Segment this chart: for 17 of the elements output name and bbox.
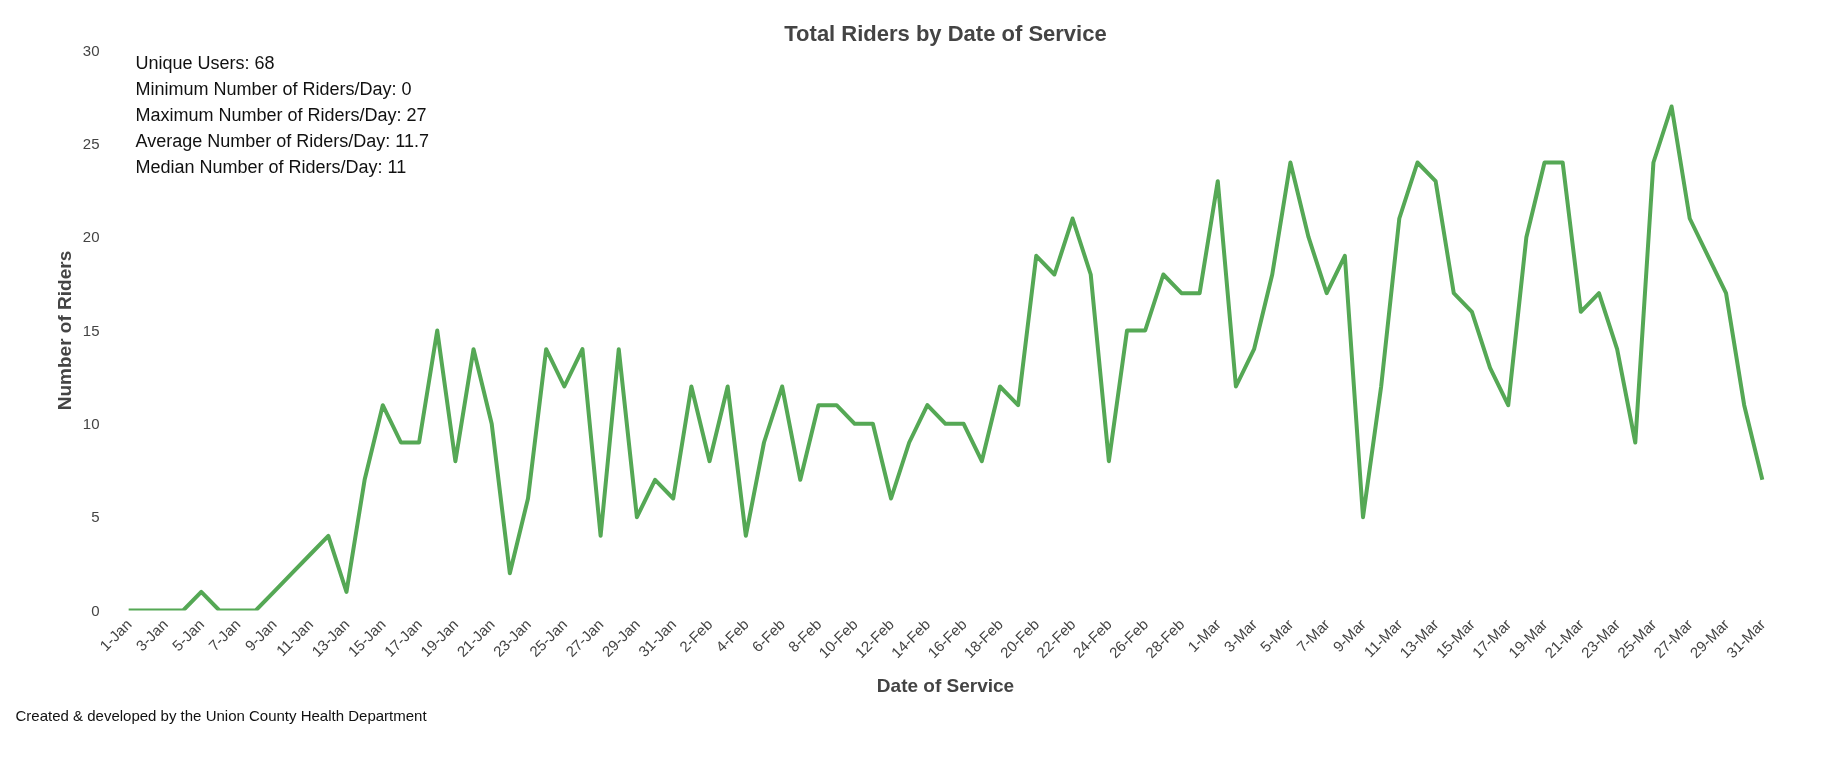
- x-axis-title: Date of Service: [876, 675, 1015, 697]
- y-tick-label: 30: [82, 41, 100, 59]
- y-tick-label: 0: [91, 601, 100, 619]
- annotation: Minimum Number of Riders/Day: 0: [135, 78, 412, 99]
- y-tick-label: 25: [82, 134, 100, 152]
- line-series: [126, 104, 1765, 611]
- y-tick-label: 5: [91, 508, 100, 526]
- annotation: Maximum Number of Riders/Day: 27: [135, 104, 427, 125]
- y-tick-label: 10: [82, 414, 100, 432]
- y-tick-label: 15: [82, 321, 100, 339]
- annotation: Unique Users: 68: [135, 52, 275, 73]
- chart-title: Total Riders by Date of Service: [784, 20, 1107, 46]
- y-axis-title: Number of Riders: [53, 250, 75, 411]
- text: Created & developed by the Union County Health Department: [15, 706, 428, 724]
- annotation: Average Number of Riders/Day: 11.7: [135, 130, 429, 151]
- y-tick-label: 20: [82, 228, 100, 246]
- annotation: Median Number of Riders/Day: 11: [135, 156, 407, 177]
